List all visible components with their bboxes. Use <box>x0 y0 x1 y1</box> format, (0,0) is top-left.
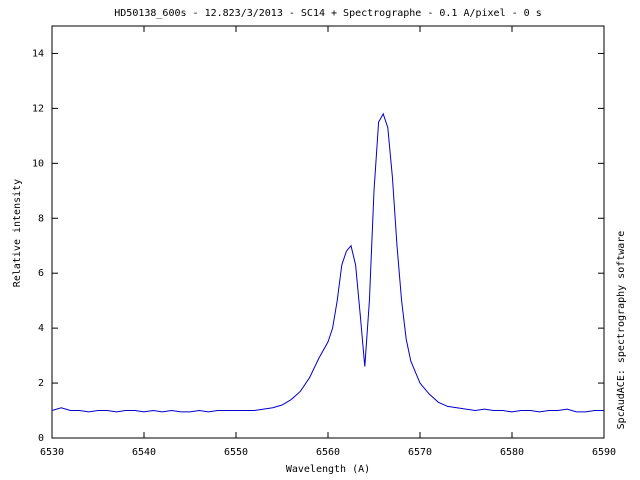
y-tick-label: 14 <box>32 48 44 59</box>
y-tick-label: 0 <box>38 433 44 444</box>
y-axis-label: Relative intensity <box>12 179 23 287</box>
y-tick-label: 4 <box>38 323 44 334</box>
x-tick-label: 6550 <box>224 447 248 458</box>
x-tick-label: 6560 <box>316 447 340 458</box>
y-tick-label: 10 <box>32 158 44 169</box>
chart-title: HD50138_600s - 12.823/3/2013 - SC14 + Sp… <box>114 8 541 19</box>
x-tick-label: 6540 <box>132 447 156 458</box>
x-tick-label: 6590 <box>592 447 616 458</box>
plot-frame <box>51 25 605 439</box>
spectrum-line <box>51 112 604 413</box>
y-tick-label: 8 <box>38 213 44 224</box>
x-tick-label: 6580 <box>500 447 524 458</box>
x-axis-label: Wavelength (A) <box>286 464 370 475</box>
x-tick-label: 6530 <box>40 447 64 458</box>
y-tick-label: 12 <box>32 103 44 114</box>
y-tick-label: 6 <box>38 268 44 279</box>
x-tick-label: 6570 <box>408 447 432 458</box>
annotation: SpcAudACE: spectrography software <box>616 231 627 430</box>
y-tick-label: 2 <box>38 378 44 389</box>
